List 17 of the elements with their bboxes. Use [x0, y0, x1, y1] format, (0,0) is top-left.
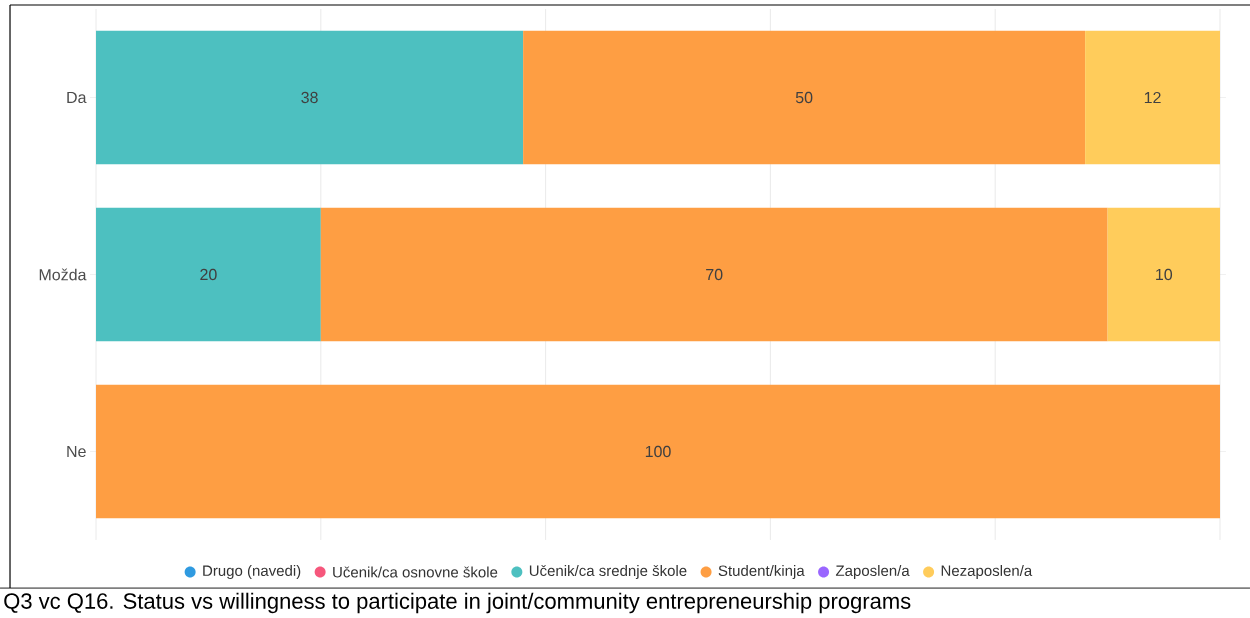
data-label: 50 [795, 91, 813, 104]
y-tick-label: Ne [67, 445, 86, 458]
y-tick-label: Da [67, 91, 87, 104]
legend-label: Drugo (navedi) [203, 564, 301, 579]
legend-label: Student/kinja [718, 564, 805, 579]
legend-label: Nezaposlen/a [941, 564, 1033, 579]
data-label: 10 [1156, 268, 1173, 281]
legend-label: Zaposlen/a [835, 564, 910, 579]
y-tick-label: Možda [39, 268, 87, 281]
legend-label: Učenik/ca srednje škole [529, 564, 687, 579]
legend-label: Učenik/ca osnovne škole [333, 566, 498, 578]
data-label: 70 [706, 268, 723, 281]
text: Q3 vc Q16. Status vs willingness to participate in joint/community entrepreneurship programs [4, 592, 911, 614]
data-label: 100 [645, 445, 671, 458]
data-label: 12 [1144, 91, 1161, 104]
data-label: 20 [200, 268, 217, 281]
data-label: 38 [301, 91, 318, 104]
